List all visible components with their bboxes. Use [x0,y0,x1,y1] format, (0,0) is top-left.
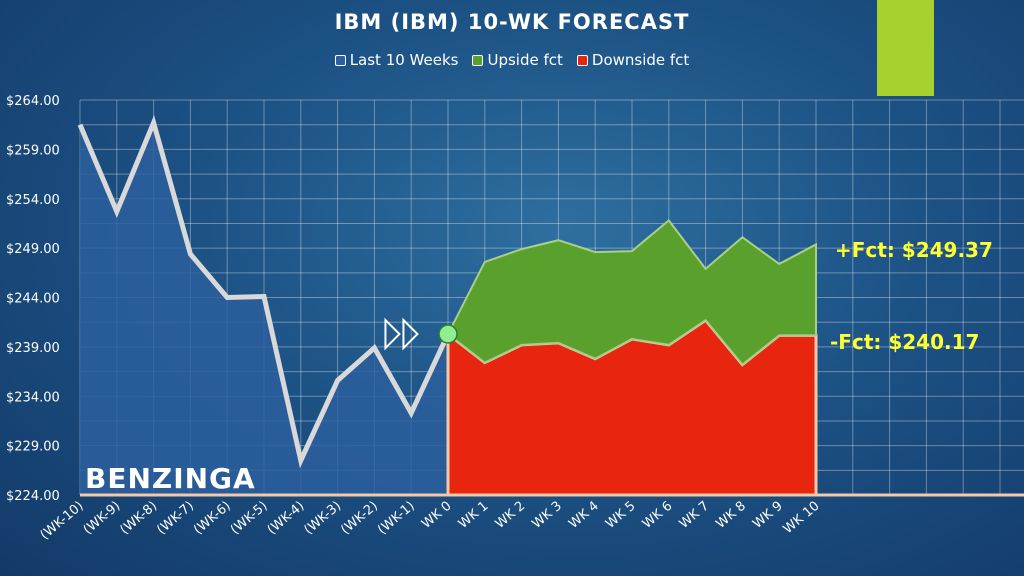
x-tick-label: WK 10 [781,499,823,538]
x-tick-label: WK 7 [677,499,713,532]
history-line [77,115,451,469]
accent-bar [877,0,934,96]
x-tick-label: WK 8 [713,499,749,532]
x-tick-label: (WK-10) [38,499,87,544]
legend-swatch-history [334,54,346,66]
y-tick-label: $239.00 [6,341,60,356]
downside-forecast-label: -Fct: $240.17 [830,330,980,354]
x-tick-label: (WK-2) [338,499,381,538]
x-tick-label: WK 5 [603,499,639,532]
brand-logo: BENZINGA [85,462,256,495]
legend-item-history[interactable]: Last 10 Weeks [334,51,459,69]
x-tick-label: (WK-5) [228,499,271,538]
y-tick-label: $229.00 [6,440,60,455]
x-tick-label: WK 6 [640,499,676,532]
legend: Last 10 Weeks Upside fct Downside fct [0,51,1024,69]
upside-forecast-label: +Fct: $249.37 [835,238,993,262]
x-tick-label: (WK-4) [265,499,308,538]
x-tick-label: (WK-9) [81,499,124,538]
y-tick-label: $234.00 [6,390,60,405]
x-tick-label: WK 0 [419,499,455,532]
x-tick-label: WK 4 [566,499,602,532]
start-marker [438,324,458,344]
history-area [80,122,448,496]
legend-swatch-upside [472,54,484,66]
x-tick-label: (WK-8) [117,499,160,538]
x-tick-label: WK 1 [456,499,492,532]
legend-item-upside[interactable]: Upside fct [472,51,563,69]
legend-swatch-downside [576,54,588,66]
legend-label-downside: Downside fct [591,51,690,69]
legend-item-downside[interactable]: Downside fct [576,51,690,69]
legend-label-history: Last 10 Weeks [349,51,459,69]
x-tick-label: WK 2 [493,499,529,532]
y-tick-label: $254.00 [6,193,60,208]
y-tick-label: $249.00 [6,242,60,257]
legend-label-upside: Upside fct [487,51,563,69]
x-tick-label: (WK-1) [375,499,418,538]
double-chevron-right-icon [384,317,401,351]
x-tick-label: (WK-3) [301,499,344,538]
x-tick-label: WK 3 [529,499,565,532]
double-chevron-right-icon [402,317,419,351]
upside-area [446,219,817,367]
y-tick-label: $224.00 [6,489,60,504]
chart-title: IBM (IBM) 10-WK FORECAST [334,10,690,34]
y-tick-label: $264.00 [6,94,60,109]
x-tick-label: (WK-7) [154,499,197,538]
y-tick-label: $259.00 [6,143,60,158]
x-tick-label: (WK-6) [191,499,234,538]
y-tick-label: $244.00 [6,292,60,307]
